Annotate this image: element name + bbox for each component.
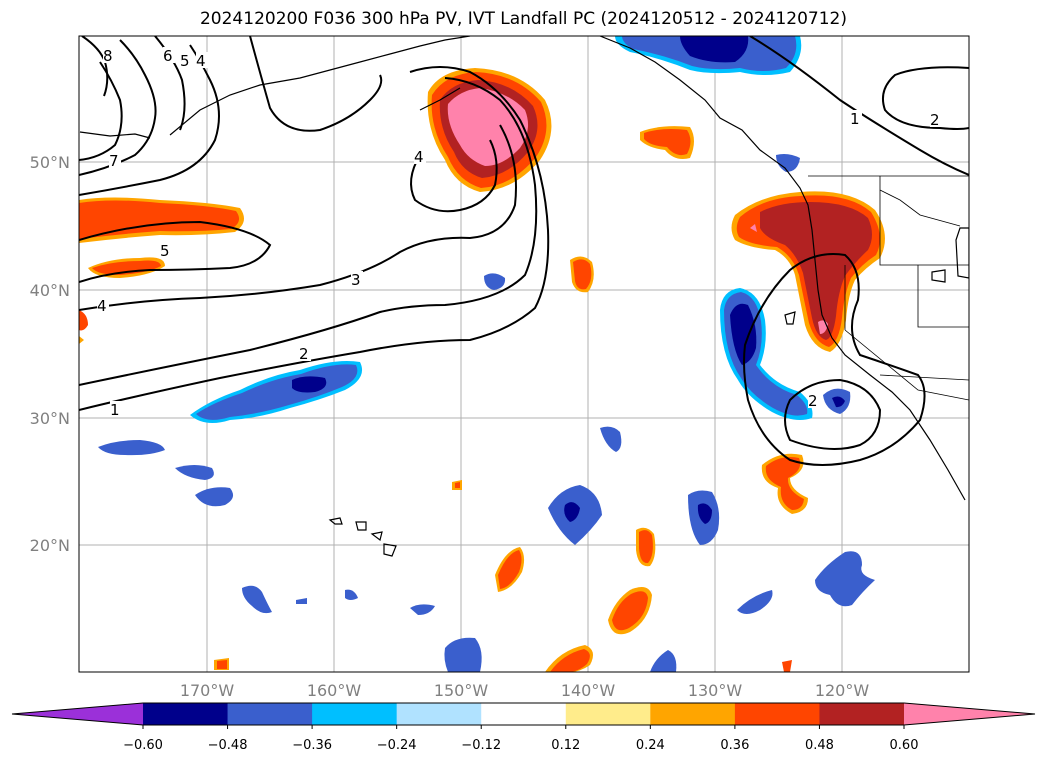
colorbar-box xyxy=(565,703,651,725)
colorbar-tick-label: −0.12 xyxy=(461,738,501,753)
colorbar-tick-label: 0.12 xyxy=(551,738,580,753)
lon-label: 160°W xyxy=(307,681,362,700)
map-title: 2024120200 F036 300 hPa PV, IVT Landfall… xyxy=(199,9,847,29)
contour-label: 5 xyxy=(160,242,170,260)
colorbar-extend-low xyxy=(12,703,143,725)
map-frame xyxy=(78,35,970,673)
contour-label: 4 xyxy=(97,297,107,315)
colorbar-extend-high xyxy=(904,703,1035,725)
contour-label: 2 xyxy=(808,392,818,410)
colorbar-box xyxy=(734,703,820,725)
lon-label: 170°W xyxy=(180,681,235,700)
colorbar-box xyxy=(143,703,229,725)
colorbar-box xyxy=(650,703,736,725)
contour-label: 1 xyxy=(110,401,120,419)
lon-label: 140°W xyxy=(561,681,616,700)
lon-label: 150°W xyxy=(434,681,489,700)
colorbar-box xyxy=(396,703,482,725)
contour-labels: 8 6 5 4 7 5 4 1 4 3 2 1 2 2 xyxy=(97,47,942,419)
lat-label: 40°N xyxy=(30,281,70,300)
colorbar-box xyxy=(227,703,313,725)
contour-label: 4 xyxy=(414,148,424,166)
contour-label: 4 xyxy=(196,52,206,70)
longitude-labels: 170°W 160°W 150°W 140°W 130°W 120°W xyxy=(180,681,870,700)
lat-label: 30°N xyxy=(30,409,70,428)
colorbar-tick-label: −0.48 xyxy=(208,738,248,753)
contour-label: 6 xyxy=(163,47,173,65)
pv-contours xyxy=(79,36,969,466)
contour-label: 7 xyxy=(109,152,119,170)
contour-label: 1 xyxy=(850,110,860,128)
latitude-labels: 50°N 40°N 30°N 20°N xyxy=(30,153,70,555)
negative-anomalies xyxy=(98,36,875,672)
map-area: 8 6 5 4 7 5 4 1 4 3 2 1 2 2 xyxy=(79,36,969,672)
colorbar-tick-label: 0.24 xyxy=(636,738,665,753)
contour-label: 2 xyxy=(930,111,940,129)
colorbar-box xyxy=(481,703,567,725)
colorbar-tick-label: −0.36 xyxy=(292,738,332,753)
positive-anomalies xyxy=(79,68,885,672)
political-borders xyxy=(808,175,969,401)
colorbar xyxy=(11,702,1036,726)
colorbar-tick-label: −0.60 xyxy=(123,738,163,753)
contour-label: 3 xyxy=(351,271,361,289)
lat-label: 20°N xyxy=(30,536,70,555)
colorbar-tick-label: 0.36 xyxy=(720,738,749,753)
colorbar-ticks: −0.60 −0.48 −0.36 −0.24 −0.12 0.12 0.24 0.36 0.4… xyxy=(123,725,918,753)
colorbar-tick-label: 0.48 xyxy=(805,738,834,753)
colorbar-box xyxy=(819,703,905,725)
contour-label: 2 xyxy=(299,345,309,363)
lon-label: 120°W xyxy=(815,681,870,700)
lat-label: 50°N xyxy=(30,153,70,172)
colorbar-tick-label: 0.60 xyxy=(890,738,919,753)
colorbar-box xyxy=(312,703,398,725)
coastlines xyxy=(79,36,969,557)
contour-label: 8 xyxy=(103,47,113,65)
contour-label: 5 xyxy=(180,52,190,70)
lon-label: 130°W xyxy=(688,681,743,700)
colorbar-tick-label: −0.24 xyxy=(377,738,417,753)
